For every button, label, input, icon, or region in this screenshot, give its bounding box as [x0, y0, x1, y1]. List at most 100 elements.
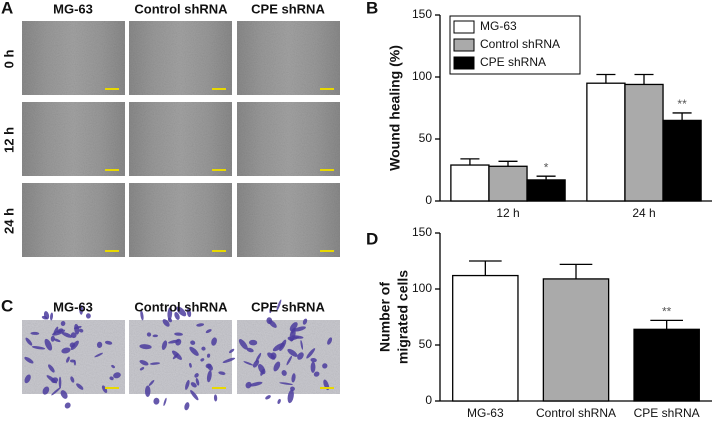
stained-cell — [58, 376, 62, 389]
stained-cell — [153, 397, 160, 405]
stained-cell — [31, 346, 46, 350]
stained-cell — [161, 340, 168, 350]
y-tick-label: 50 — [419, 131, 433, 145]
stained-cell — [24, 374, 31, 384]
stained-cell — [207, 363, 213, 371]
stained-cell — [289, 322, 298, 332]
stained-cell — [139, 359, 149, 366]
stained-cell — [111, 364, 115, 369]
x-tick-label: 24 h — [632, 206, 655, 220]
legend-swatch — [453, 38, 475, 52]
panel-label: B — [366, 0, 378, 17]
stained-cell — [287, 336, 294, 341]
stained-cell — [70, 332, 77, 339]
column-header: MG-63 — [53, 299, 93, 314]
stained-cell — [52, 329, 66, 336]
panel-label: C — [1, 296, 13, 315]
image-panels — [22, 21, 340, 411]
stained-cell — [60, 321, 66, 326]
stained-cell — [276, 299, 282, 311]
stained-cell — [79, 304, 84, 315]
stained-cell — [279, 382, 293, 386]
stained-cell — [190, 382, 197, 388]
stained-cell — [146, 332, 152, 337]
stained-cell — [51, 387, 61, 396]
stained-cell — [76, 383, 84, 390]
stained-cell — [189, 362, 192, 368]
y-tick-label: 0 — [425, 393, 432, 407]
stained-cell — [113, 372, 121, 379]
significance: * — [544, 160, 549, 174]
stained-cell — [273, 361, 281, 372]
row-header: 24 h — [1, 208, 16, 234]
legend-label: Control shRNA — [480, 37, 560, 51]
stained-cell — [53, 338, 61, 343]
bar — [586, 82, 626, 202]
y-tick-label: 150 — [412, 7, 432, 21]
stained-cell — [174, 332, 183, 336]
stained-cell — [297, 352, 304, 360]
bar — [488, 165, 528, 202]
bar — [542, 278, 610, 402]
stained-cell — [313, 371, 320, 377]
stained-cell — [286, 355, 293, 366]
x-tick-label: Control shRNA — [536, 406, 616, 420]
significance: ** — [677, 97, 687, 111]
stained-cell — [218, 371, 226, 375]
stained-cell — [139, 367, 145, 371]
column-header: Control shRNA — [134, 299, 228, 314]
stained-cell — [66, 356, 70, 363]
stained-cell — [152, 334, 159, 338]
micrograph — [22, 320, 125, 394]
micrograph — [237, 183, 340, 257]
stained-cell — [60, 390, 68, 399]
stained-cell — [167, 307, 173, 321]
legend-swatch — [453, 56, 475, 70]
stained-cell — [184, 402, 190, 411]
micrograph — [237, 21, 340, 95]
stained-cell — [78, 328, 84, 333]
panel-label: A — [1, 0, 13, 17]
stained-cell — [243, 361, 254, 366]
stained-cell — [144, 385, 151, 397]
stained-cell — [73, 359, 76, 366]
y-tick-label: 50 — [419, 337, 433, 351]
stained-cell — [50, 335, 55, 342]
column-header: Control shRNA — [134, 1, 228, 16]
bar — [662, 119, 702, 202]
stained-cell — [189, 346, 199, 356]
stained-cell — [200, 358, 205, 362]
stained-cell — [186, 308, 192, 318]
stained-cell — [61, 347, 71, 354]
stained-cell — [238, 339, 248, 350]
column-header: CPE shRNA — [251, 1, 325, 16]
stained-cell — [327, 337, 333, 345]
y-tick-label: 150 — [412, 225, 432, 239]
stained-cell — [185, 379, 190, 390]
bar — [450, 164, 490, 202]
stained-cell — [246, 347, 254, 353]
micrograph — [22, 21, 125, 95]
stained-cell — [252, 359, 260, 368]
y-axis-label: Wound healing (%) — [387, 45, 403, 171]
stained-cell — [291, 373, 296, 383]
stained-cell — [206, 353, 211, 358]
micrograph — [237, 320, 340, 394]
stained-cell — [213, 394, 218, 402]
stained-cell — [174, 312, 180, 320]
stained-cell — [139, 344, 152, 350]
stained-cell — [211, 337, 217, 346]
stained-cell — [51, 377, 59, 384]
stained-cell — [168, 339, 180, 344]
stained-cell — [310, 357, 317, 363]
micrograph — [237, 102, 340, 176]
stained-cell — [30, 331, 40, 335]
stained-cell — [222, 357, 236, 364]
stained-cell — [70, 376, 75, 383]
y-axis-label: migrated cells — [395, 270, 411, 364]
stained-cell — [265, 395, 271, 400]
x-tick-label: CPE shRNA — [634, 406, 700, 420]
stained-cell — [300, 339, 304, 350]
micrograph — [129, 102, 232, 176]
stained-cell — [194, 373, 199, 378]
